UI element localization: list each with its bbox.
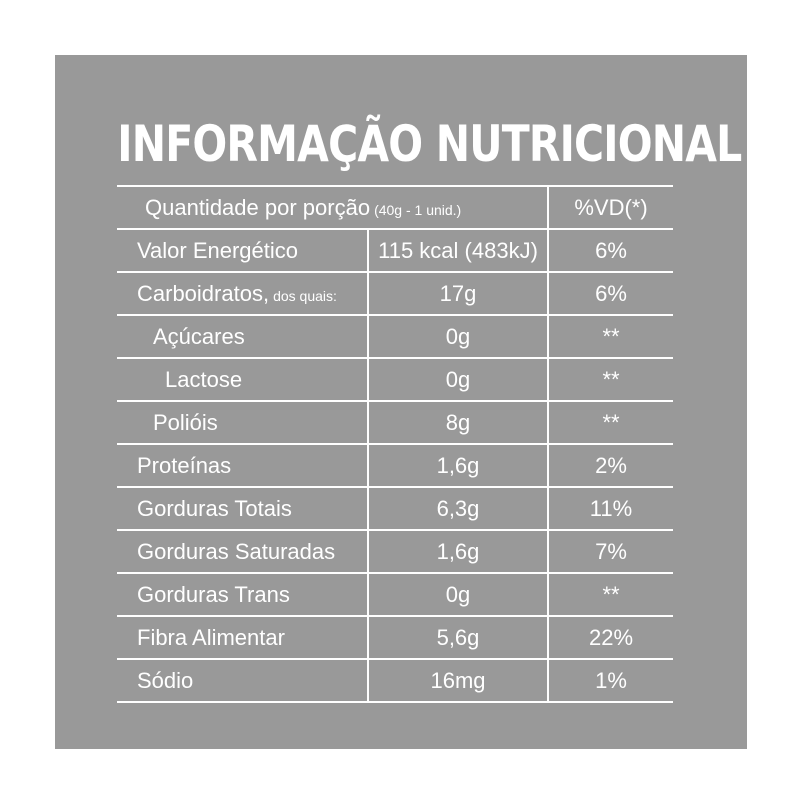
- table-row: Gorduras Saturadas 1,6g 7%: [117, 529, 673, 572]
- nutrient-vd: 6%: [547, 230, 673, 271]
- nutrient-vd: 11%: [547, 488, 673, 529]
- nutrient-amount: 5,6g: [367, 617, 547, 658]
- vd-header: %VD(*): [547, 187, 673, 228]
- table-row: Sódio 16mg 1%: [117, 658, 673, 701]
- nutrient-amount: 0g: [367, 359, 547, 400]
- nutrient-name: Proteínas: [137, 452, 232, 478]
- nutrient-amount: 0g: [367, 316, 547, 357]
- nutrient-amount: 17g: [367, 273, 547, 314]
- nutrient-name: Gorduras Trans: [137, 581, 290, 607]
- nutrient-vd: 1%: [547, 660, 673, 701]
- nutrient-amount: 0g: [367, 574, 547, 615]
- table-row: Lactose 0g **: [117, 357, 673, 400]
- nutrient-name: Valor Energético: [137, 237, 299, 263]
- nutrient-vd: 7%: [547, 531, 673, 572]
- table-row: Gorduras Trans 0g **: [117, 572, 673, 615]
- nutrition-title: INFORMAÇÃO NUTRICIONAL: [117, 115, 742, 173]
- nutrient-vd: **: [547, 359, 673, 400]
- nutrient-vd: 2%: [547, 445, 673, 486]
- nutrient-vd: 22%: [547, 617, 673, 658]
- nutrient-note: dos quais:: [273, 287, 337, 304]
- nutrient-amount: 1,6g: [367, 531, 547, 572]
- portion-header: Quantidade por porção (40g - 1 unid.): [117, 187, 547, 228]
- nutrient-vd: **: [547, 574, 673, 615]
- nutrient-amount: 6,3g: [367, 488, 547, 529]
- nutrient-vd: 6%: [547, 273, 673, 314]
- table-row: Proteínas 1,6g 2%: [117, 443, 673, 486]
- portion-size: (40g - 1 unid.): [374, 201, 462, 218]
- nutrient-amount: 115 kcal (483kJ): [367, 230, 547, 271]
- nutrient-name: Gorduras Totais: [137, 495, 292, 521]
- nutrient-amount: 1,6g: [367, 445, 547, 486]
- table-row: Polióis 8g **: [117, 400, 673, 443]
- nutrient-amount: 8g: [367, 402, 547, 443]
- nutrient-vd: **: [547, 402, 673, 443]
- nutrient-name: Açúcares: [153, 323, 245, 349]
- table-row: Carboidratos, dos quais: 17g 6%: [117, 271, 673, 314]
- table-row: Valor Energético 115 kcal (483kJ) 6%: [117, 228, 673, 271]
- nutrient-name: Lactose: [165, 366, 243, 392]
- table-row: Gorduras Totais 6,3g 11%: [117, 486, 673, 529]
- table-row: Açúcares 0g **: [117, 314, 673, 357]
- nutrition-panel: INFORMAÇÃO NUTRICIONAL Quantidade por po…: [55, 55, 747, 749]
- nutrient-name: Polióis: [153, 409, 218, 435]
- nutrient-name: Fibra Alimentar: [137, 624, 285, 650]
- portion-label: Quantidade por porção: [145, 194, 371, 220]
- table-header-row: Quantidade por porção (40g - 1 unid.) %V…: [117, 187, 673, 228]
- nutrition-table: Quantidade por porção (40g - 1 unid.) %V…: [117, 185, 673, 703]
- nutrient-name: Carboidratos, dos quais:: [137, 280, 337, 306]
- table-row: Fibra Alimentar 5,6g 22%: [117, 615, 673, 658]
- nutrient-name: Gorduras Saturadas: [137, 538, 336, 564]
- nutrient-vd: **: [547, 316, 673, 357]
- nutrient-name: Sódio: [137, 667, 194, 693]
- nutrient-amount: 16mg: [367, 660, 547, 701]
